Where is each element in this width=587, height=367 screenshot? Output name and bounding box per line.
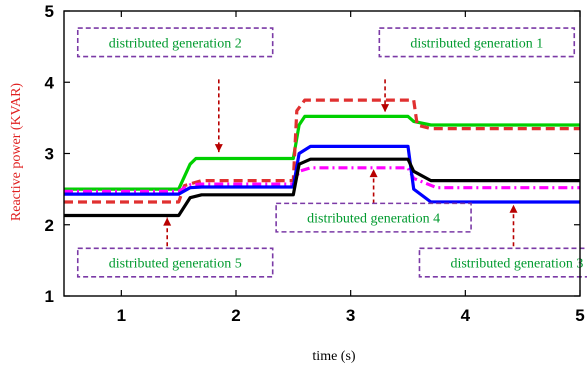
y-tick-label: 3	[45, 145, 54, 164]
annotation-label: distributed generation 2	[109, 36, 242, 51]
y-tick-label: 4	[45, 73, 55, 92]
annotation-2: distributed generation 1	[378, 27, 576, 113]
x-axis-title: time (s)	[312, 349, 355, 364]
annotation-arrow-head	[214, 144, 223, 153]
axes-layer: 1 2 3 4 5 1 2 3 4 5	[45, 2, 585, 325]
annotation-1: distributed generation 2	[76, 27, 274, 153]
x-tick-label: 4	[461, 306, 471, 325]
y-tick-label: 1	[45, 287, 54, 306]
annotation-5: distributed generation 3	[418, 204, 587, 278]
annotation-box	[76, 247, 274, 278]
annotation-layer: distributed generation 2 distributed gene…	[76, 27, 587, 278]
x-tick-label: 1	[117, 306, 126, 325]
annotation-label: distributed generation 3	[450, 257, 583, 272]
annotation-arrow-head	[369, 169, 378, 178]
annotation-arrow-head	[163, 217, 172, 226]
annotation-arrow-head	[509, 204, 518, 213]
annotation-label: distributed generation 1	[410, 36, 543, 51]
series-line-5	[64, 157, 580, 218]
series-line-4	[64, 144, 580, 204]
annotation-box	[378, 27, 576, 58]
annotation-box	[275, 202, 472, 233]
annotation-label: distributed generation 5	[109, 257, 242, 272]
annotation-box	[418, 247, 587, 278]
y-axis-title: Reactive power (KVAR)	[9, 83, 24, 221]
x-tick-label: 3	[346, 306, 355, 325]
series-line-3	[64, 166, 580, 193]
annotation-4: distributed generation 5	[76, 217, 274, 278]
y-tick-label: 2	[45, 216, 54, 235]
annotation-arrow-head	[381, 104, 390, 113]
y-tick-label: 5	[45, 2, 54, 21]
series-line-1	[64, 114, 580, 191]
annotation-label: distributed generation 4	[307, 212, 440, 227]
annotation-3: distributed generation 4	[275, 169, 472, 233]
x-tick-label: 2	[231, 306, 240, 325]
annotation-box	[76, 27, 274, 58]
x-tick-label: 5	[575, 306, 584, 325]
series-layer	[64, 98, 580, 218]
